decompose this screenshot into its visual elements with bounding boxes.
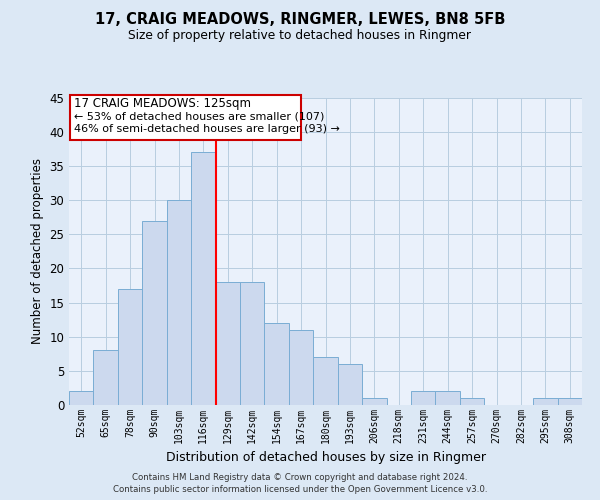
Bar bbox=[460, 398, 484, 405]
Bar bbox=[118, 289, 142, 405]
Text: 17 CRAIG MEADOWS: 125sqm: 17 CRAIG MEADOWS: 125sqm bbox=[74, 97, 251, 110]
Bar bbox=[338, 364, 362, 405]
Bar bbox=[215, 282, 240, 405]
Bar bbox=[289, 330, 313, 405]
X-axis label: Distribution of detached houses by size in Ringmer: Distribution of detached houses by size … bbox=[166, 452, 485, 464]
Bar bbox=[69, 392, 94, 405]
Text: Size of property relative to detached houses in Ringmer: Size of property relative to detached ho… bbox=[128, 29, 472, 42]
Bar bbox=[94, 350, 118, 405]
Bar bbox=[557, 398, 582, 405]
Bar bbox=[142, 220, 167, 405]
Text: 46% of semi-detached houses are larger (93) →: 46% of semi-detached houses are larger (… bbox=[74, 124, 340, 134]
Text: Contains public sector information licensed under the Open Government Licence v3: Contains public sector information licen… bbox=[113, 485, 487, 494]
Bar bbox=[436, 392, 460, 405]
Y-axis label: Number of detached properties: Number of detached properties bbox=[31, 158, 44, 344]
Text: Contains HM Land Registry data © Crown copyright and database right 2024.: Contains HM Land Registry data © Crown c… bbox=[132, 472, 468, 482]
Bar bbox=[167, 200, 191, 405]
Text: ← 53% of detached houses are smaller (107): ← 53% of detached houses are smaller (10… bbox=[74, 111, 324, 121]
Bar bbox=[411, 392, 436, 405]
Bar bbox=[362, 398, 386, 405]
Bar bbox=[265, 323, 289, 405]
Bar bbox=[240, 282, 265, 405]
FancyBboxPatch shape bbox=[70, 95, 301, 140]
Text: 17, CRAIG MEADOWS, RINGMER, LEWES, BN8 5FB: 17, CRAIG MEADOWS, RINGMER, LEWES, BN8 5… bbox=[95, 12, 505, 28]
Bar bbox=[191, 152, 215, 405]
Bar bbox=[313, 357, 338, 405]
Bar bbox=[533, 398, 557, 405]
